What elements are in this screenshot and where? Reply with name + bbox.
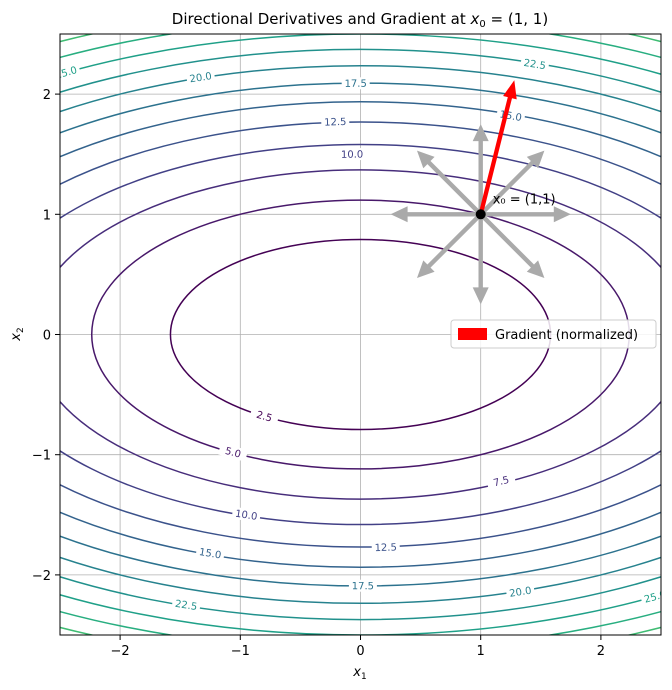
y-tick-label: −2 [32, 569, 51, 584]
contour-label-bg [249, 406, 280, 426]
contour-lines [60, 34, 661, 635]
x-tick-label: 0 [356, 644, 364, 659]
contour-label: 22.5 [523, 58, 547, 72]
x-tick-label: −1 [231, 644, 250, 659]
contour-label: 22.5 [174, 599, 198, 613]
contour-label-bg [218, 442, 249, 462]
direction-arrow-180 [390, 206, 481, 223]
contour-level-20 [60, 65, 661, 604]
contour-label: 7.5 [492, 475, 510, 489]
contour-level-7.5 [60, 169, 661, 500]
direction-arrows [390, 124, 571, 305]
direction-arrow-315 [479, 212, 545, 278]
contour-label: 20.0 [509, 586, 533, 600]
contour-label: 12.5 [374, 542, 397, 554]
y-tick-label: 1 [43, 208, 51, 223]
contour-label-bg [231, 506, 262, 523]
contour-label: 25.0 [643, 589, 667, 606]
direction-arrow-135 [417, 150, 483, 216]
contour-label-bg [520, 55, 550, 73]
contour-label: 25.0 [54, 65, 78, 82]
contour-label: 12.5 [324, 117, 347, 129]
contour-label: 15.0 [198, 547, 222, 562]
base-point-label: x₀ = (1,1) [493, 192, 556, 207]
contour-label: 17.5 [345, 79, 367, 90]
contour-label-bg [185, 69, 216, 86]
contour-label: 10.0 [234, 509, 258, 523]
contour-level-12.5 [60, 121, 661, 548]
legend-swatch [458, 328, 487, 340]
base-point: x₀ = (1,1) [475, 192, 556, 220]
y-axis-label: x2 [9, 327, 26, 341]
x-tick-label: −2 [111, 644, 130, 659]
contour-label-bg [171, 596, 201, 614]
y-tick-label: 2 [43, 88, 51, 103]
contour-label-bg [639, 586, 661, 607]
y-tick-label: −1 [32, 449, 51, 464]
x-tick-label: 2 [597, 644, 605, 659]
y-tick-label: 0 [43, 329, 51, 344]
direction-arrow-0 [480, 206, 571, 223]
contour-label: 10.0 [341, 150, 363, 161]
contour-level-15 [60, 101, 661, 568]
contour-label-bg [338, 148, 367, 161]
legend-box [450, 319, 657, 349]
legend: Gradient (normalized) [450, 319, 657, 349]
gradient-arrow-shape [478, 80, 517, 215]
x-tick-label: 1 [477, 644, 485, 659]
chart-title: Directional Derivatives and Gradient at … [172, 10, 548, 30]
contour-label-bg [371, 540, 400, 554]
x-axis-label: x1 [352, 665, 366, 682]
contour-label: 2.5 [255, 410, 273, 425]
contour-label-bg [321, 115, 350, 129]
direction-arrow-225 [417, 212, 483, 278]
contour-level-10 [60, 143, 661, 526]
contour-label: 5.0 [224, 446, 242, 461]
contour-label-bg [195, 544, 226, 562]
contour-label-bg [505, 583, 536, 600]
contour-level-22.5 [60, 48, 661, 621]
contour-label: 17.5 [352, 581, 374, 592]
contour-label-bg [348, 579, 377, 592]
contour-label-bg [60, 62, 82, 83]
contour-label-bg [341, 77, 370, 90]
direction-arrow-270 [472, 214, 489, 305]
base-point-marker [475, 209, 486, 220]
gradient-arrow [478, 80, 517, 215]
legend-label: Gradient (normalized) [495, 328, 638, 343]
direction-arrow-45 [479, 150, 545, 216]
contour-label-bg [486, 472, 517, 491]
direction-arrow-90 [472, 124, 489, 215]
contour-labels: 2.55.07.510.010.012.512.515.015.017.517.… [54, 55, 667, 614]
x-ticks: −2 −1 0 1 2 [111, 635, 605, 659]
contour-label: 20.0 [189, 71, 213, 85]
y-ticks: −2 −1 0 1 2 [32, 88, 60, 584]
